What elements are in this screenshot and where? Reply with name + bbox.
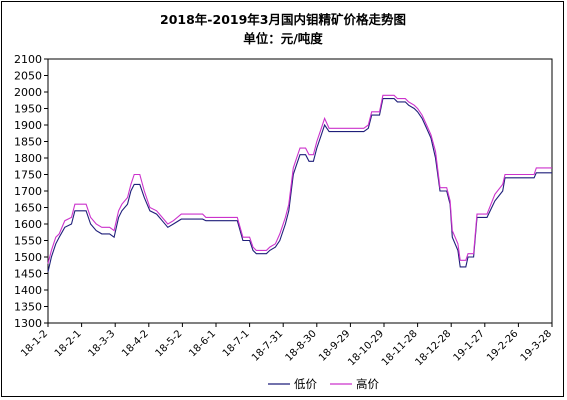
y-tick-label: 1300	[14, 317, 42, 330]
x-tick-label: 18-5-2	[154, 328, 185, 359]
legend-label: 低价	[294, 377, 317, 391]
legend: 低价 高价	[268, 377, 379, 391]
x-tick-label: 18-12-28	[413, 328, 453, 368]
x-tick-label: 18-6-1	[187, 328, 218, 359]
x-tick-label: 18-7-1	[221, 328, 252, 359]
x-tick-label: 18-8-30	[284, 328, 319, 363]
x-tick-label: 18-4-2	[120, 328, 151, 359]
y-tick-label: 1450	[14, 268, 42, 281]
series-line	[47, 98, 552, 273]
x-tick-label: 18-2-1	[53, 328, 84, 359]
series-line	[47, 94, 552, 264]
legend-label: 高价	[356, 377, 379, 391]
axes: 1300 1350 1400 1450 1500 1550 1600 1650 1700 1750…	[14, 53, 554, 368]
y-tick-label: 1700	[14, 185, 42, 198]
x-tick-label: 18-1-2	[19, 328, 50, 359]
x-tick-label: 18-7-31	[250, 328, 285, 363]
x-tick-label: 19-3-28	[519, 328, 554, 363]
x-tick-label: 18-3-3	[86, 328, 117, 359]
y-tick-label: 1350	[14, 301, 42, 314]
plot-area-border	[47, 58, 553, 324]
y-tick-label: 1750	[14, 169, 42, 182]
x-tick-label: 19-1-27	[452, 328, 487, 363]
series-layer	[47, 94, 552, 273]
y-tick-label: 1600	[14, 218, 42, 231]
y-tick-label: 2000	[14, 86, 42, 99]
y-tick-label: 1400	[14, 284, 42, 297]
y-tick-label: 1850	[14, 136, 42, 149]
x-tick-label: 19-2-26	[485, 328, 520, 363]
chart-subtitle: 单位：元/吨度	[243, 31, 323, 46]
y-tick-label: 1900	[14, 119, 42, 132]
x-tick-label: 18-10-29	[346, 328, 386, 368]
chart-title: 2018年-2019年3月国内钼精矿价格走势图	[160, 12, 406, 27]
y-tick-label: 2050	[14, 70, 42, 83]
y-tick-label: 1950	[14, 103, 42, 116]
y-tick-label: 1550	[14, 235, 42, 248]
y-tick-label: 1500	[14, 251, 42, 264]
y-tick-label: 2100	[14, 53, 42, 66]
y-tick-label: 1650	[14, 202, 42, 215]
y-tick-label: 1800	[14, 152, 42, 165]
x-tick-label: 18-11-28	[380, 328, 420, 368]
